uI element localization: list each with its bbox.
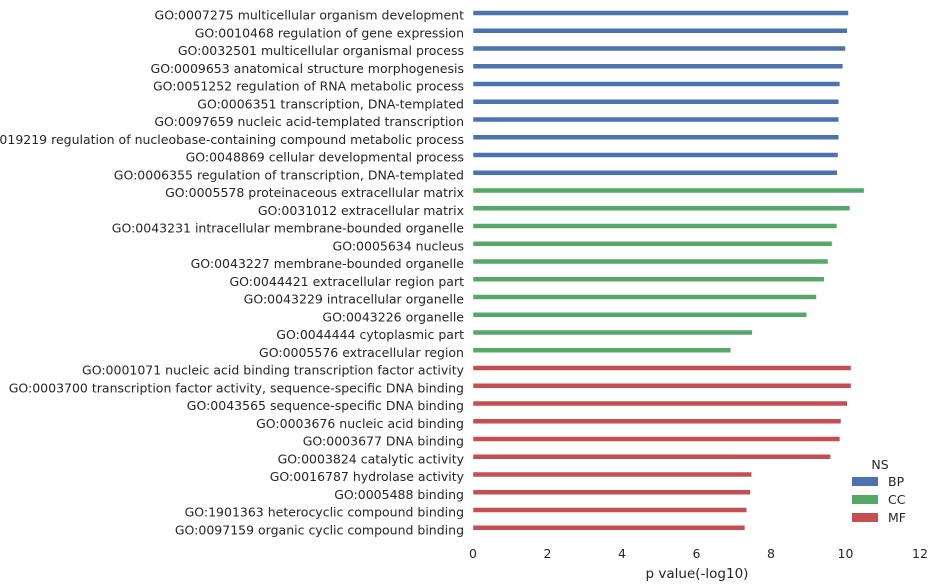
bar-mf <box>472 436 841 442</box>
bar-cc <box>472 241 833 247</box>
y-tick-label: GO:0097159 organic cyclic compound bindi… <box>175 522 464 537</box>
y-tick-label: GO:1901363 heterocyclic compound binding <box>185 505 464 520</box>
bar-mf <box>472 383 852 389</box>
bar-mf <box>472 365 852 371</box>
y-tick-label: GO:0003824 catalytic activity <box>278 451 465 466</box>
y-tick-label: GO:0043229 intracellular organelle <box>244 292 465 307</box>
bar-bp <box>472 81 841 87</box>
y-tick-label: GO:0009653 anatomical structure morphoge… <box>151 61 464 76</box>
legend-swatch-bp <box>852 477 878 486</box>
bar-cc <box>472 258 829 265</box>
legend-label-bp: BP <box>888 474 905 489</box>
bar-bp <box>472 28 848 34</box>
x-tick-label: 8 <box>767 546 775 561</box>
bar-cc <box>472 223 838 229</box>
y-tick-label: GO:0006355 regulation of transcription, … <box>114 167 464 182</box>
x-axis-label: p value(-log10) <box>646 566 749 582</box>
bar-mf <box>472 507 748 513</box>
y-tick-label: GO:0043565 sequence-specific DNA binding <box>187 398 464 413</box>
y-tick-label: GO:0010468 regulation of gene expression <box>195 25 464 40</box>
y-tick-label: GO:0005488 binding <box>334 487 464 502</box>
bar-bp <box>472 63 844 69</box>
legend-swatch-cc <box>852 495 878 504</box>
legend-label-cc: CC <box>888 492 906 507</box>
y-tick-label: GO:0044444 cytoplasmic part <box>276 327 464 342</box>
bar-cc <box>472 294 817 300</box>
bar-mf <box>472 525 746 531</box>
y-tick-label: GO:0048869 cellular developmental proces… <box>186 150 464 165</box>
y-tick-label: GO:0005634 nucleus <box>333 238 464 253</box>
bar-mf <box>472 454 831 460</box>
y-tick-label: GO:0005576 extracellular region <box>259 345 464 360</box>
x-tick-label: 4 <box>618 546 626 561</box>
y-tick-label: GO:0051252 regulation of RNA metabolic p… <box>153 79 464 94</box>
bar-cc <box>472 329 753 336</box>
y-tick-label: GO:0043226 organelle <box>322 309 464 324</box>
bar-cc <box>472 205 851 211</box>
y-tick-label: GO:0031012 extracellular matrix <box>258 203 464 218</box>
legend-label-mf: MF <box>888 510 906 525</box>
y-tick-label: GO:0003677 DNA binding <box>303 434 464 449</box>
x-tick-label: 12 <box>912 546 928 561</box>
y-tick-label: GO:0032501 multicellular organismal proc… <box>178 43 464 58</box>
y-tick-label: GO:0005578 proteinaceous extracellular m… <box>165 185 464 200</box>
bar-bp <box>472 45 846 52</box>
y-tick-label: GO:0097659 nucleic acid-templated transc… <box>154 114 464 129</box>
bar-bp <box>472 152 839 158</box>
bar-cc <box>472 187 865 194</box>
bars-group <box>472 10 865 531</box>
y-tick-label: GO:0007275 multicellular organism develo… <box>155 8 465 23</box>
x-tick-label: 10 <box>838 546 854 561</box>
y-tick-label: GO:0044421 extracellular region part <box>229 274 464 289</box>
bar-mf <box>472 400 848 407</box>
x-tick-label: 0 <box>469 546 477 561</box>
bar-bp <box>472 170 838 176</box>
x-tick-label: 2 <box>544 546 552 561</box>
bar-cc <box>472 347 732 353</box>
y-tick-label: GO:0043231 intracellular membrane-bounde… <box>112 221 465 236</box>
bar-cc <box>472 276 825 282</box>
y-tick-labels: GO:0007275 multicellular organism develo… <box>0 8 465 538</box>
bar-mf <box>472 418 842 424</box>
legend-swatch-mf <box>852 513 878 522</box>
y-tick-label: GO:0019219 regulation of nucleobase-cont… <box>0 132 464 147</box>
y-tick-label: GO:0003700 transcription factor activity… <box>9 380 464 395</box>
bar-mf <box>472 489 751 495</box>
bar-bp <box>472 116 840 123</box>
legend: NS BP CC MF <box>852 457 906 525</box>
bar-mf <box>472 471 752 478</box>
bar-bp <box>472 10 849 16</box>
bar-bp <box>472 134 840 140</box>
y-tick-label: GO:0016787 hydrolase activity <box>270 469 465 484</box>
bar-bp <box>472 99 840 105</box>
y-tick-label: GO:0043227 membrane-bounded organelle <box>191 256 465 271</box>
x-tick-labels: 0 2 4 6 8 10 12 <box>469 546 928 561</box>
bar-cc <box>472 312 808 318</box>
y-tick-label: GO:0003676 nucleic acid binding <box>256 416 464 431</box>
y-tick-label: GO:0006351 transcription, DNA-templated <box>197 96 464 111</box>
legend-title: NS <box>871 457 888 472</box>
y-tick-label: GO:0001071 nucleic acid binding transcri… <box>82 363 465 378</box>
x-tick-label: 6 <box>693 546 701 561</box>
